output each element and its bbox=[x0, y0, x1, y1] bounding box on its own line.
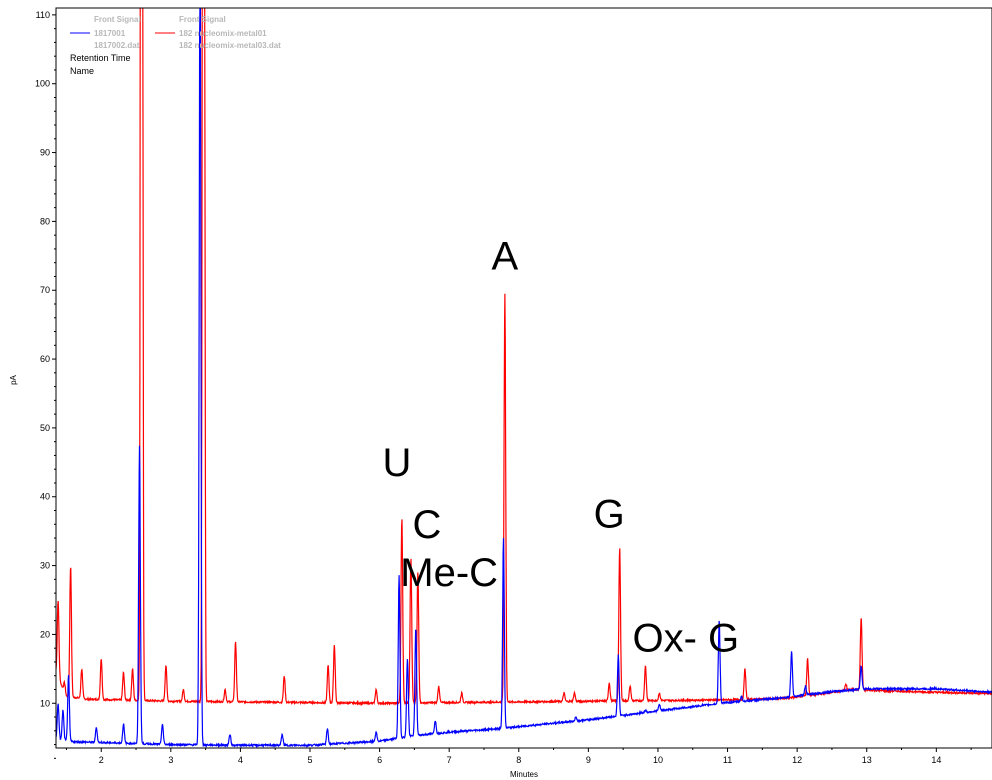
legend-blue-line2: 1817002.dat bbox=[94, 41, 140, 50]
legend-red-line2: 182 nucleomix-metal03.dat bbox=[179, 41, 281, 50]
x-tick-label: 9 bbox=[586, 755, 591, 765]
trace-layer bbox=[56, 8, 992, 748]
x-tick-label: 14 bbox=[931, 755, 941, 765]
x-tick-label: 2 bbox=[99, 755, 104, 765]
y-tick-label: 10 bbox=[40, 698, 50, 708]
y-tick-label: 30 bbox=[40, 561, 50, 571]
legend-red-line1: 182 nucleomix-metal01 bbox=[179, 29, 267, 38]
x-tick-label: 6 bbox=[377, 755, 382, 765]
x-tick-label: 13 bbox=[862, 755, 872, 765]
x-tick-label: 7 bbox=[447, 755, 452, 765]
legend-name: Name bbox=[70, 66, 94, 76]
y-tick-label: 80 bbox=[40, 216, 50, 226]
x-tick-label: 10 bbox=[653, 755, 663, 765]
y-tick-label: 50 bbox=[40, 423, 50, 433]
y-tick-label: 20 bbox=[40, 629, 50, 639]
peak-label: Ox- G bbox=[632, 617, 739, 661]
peak-label: U bbox=[383, 441, 412, 485]
y-tick-label: 90 bbox=[40, 148, 50, 158]
blue-trace bbox=[56, 8, 992, 748]
peak-label: G bbox=[594, 493, 625, 537]
peak-label: C bbox=[412, 503, 441, 547]
x-tick-label: 3 bbox=[168, 755, 173, 765]
y-axis-title: pA bbox=[9, 374, 18, 384]
y-tick-label: 70 bbox=[40, 285, 50, 295]
x-tick-label: 11 bbox=[723, 755, 732, 765]
y-tick-label: 110 bbox=[36, 10, 50, 20]
plot-frame bbox=[55, 7, 992, 749]
x-axis-title: Minutes bbox=[510, 770, 538, 779]
legend-red-header: Front Signal bbox=[179, 15, 226, 24]
legend-blue-line1: 1817001 bbox=[94, 29, 126, 38]
y-tick-label: 100 bbox=[35, 79, 50, 89]
legend-blue-header: Front Signal bbox=[94, 15, 141, 24]
y-tick-label: 60 bbox=[40, 354, 50, 364]
legend-retention-time: Retention Time bbox=[70, 53, 131, 63]
y-axis: 10 20 30 40 50 60 70 80 90 100 110 bbox=[35, 10, 56, 759]
x-tick-label: 12 bbox=[792, 755, 802, 765]
peak-label: Me-C bbox=[400, 551, 498, 595]
x-tick-label: 4 bbox=[238, 755, 243, 765]
legend: Front Signal 1817001 1817002.dat Front S… bbox=[70, 15, 281, 76]
y-tick-label: 40 bbox=[40, 492, 50, 502]
x-tick-label: 8 bbox=[516, 755, 521, 765]
peak-label: A bbox=[492, 235, 519, 279]
x-axis: 2 3 4 5 6 7 8 9 10 11 12 13 14 bbox=[65, 748, 972, 765]
x-tick-label: 5 bbox=[307, 755, 312, 765]
